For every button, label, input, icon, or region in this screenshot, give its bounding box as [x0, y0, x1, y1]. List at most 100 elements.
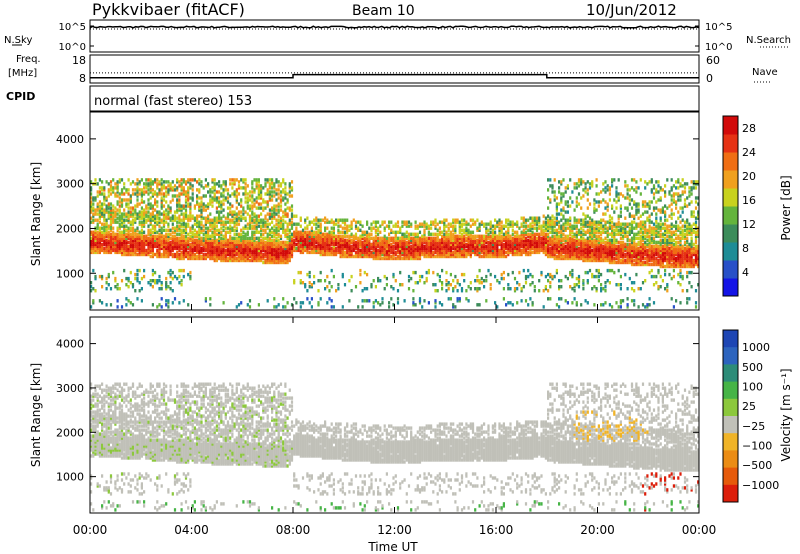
power-cell — [242, 254, 245, 259]
power-cell — [582, 248, 585, 253]
power-cell — [511, 228, 514, 232]
power-cell — [220, 230, 223, 234]
power-cell — [509, 301, 512, 305]
power-cell — [116, 244, 119, 249]
power-cell — [330, 236, 333, 240]
power-cell — [518, 242, 521, 247]
power-cell — [575, 240, 578, 245]
power-cell — [255, 230, 258, 234]
power-cell — [209, 212, 212, 216]
power-cell — [575, 232, 578, 236]
power-cell — [138, 289, 141, 293]
power-cell — [403, 232, 406, 236]
power-cell — [105, 238, 108, 242]
power-cell — [282, 250, 285, 255]
power-cell — [244, 192, 247, 196]
power-cell — [368, 254, 371, 259]
power-cell — [116, 228, 119, 232]
power-cell — [231, 252, 234, 257]
power-cell — [544, 250, 547, 255]
power-cell — [213, 228, 216, 232]
power-cell — [96, 224, 99, 228]
power-cell — [257, 192, 260, 196]
power-cell — [131, 180, 135, 184]
power-cell — [443, 240, 446, 245]
power-cell — [220, 246, 223, 251]
power-cell — [233, 178, 236, 182]
power-cell — [275, 250, 278, 255]
power-cell — [555, 303, 558, 307]
power-cell — [284, 190, 287, 194]
power-cell — [363, 230, 366, 234]
power-cell — [248, 206, 252, 210]
power-cell — [282, 196, 285, 200]
power-cell — [427, 270, 430, 275]
power-cell — [430, 236, 433, 240]
power-cell — [90, 305, 93, 309]
power-cell — [105, 180, 108, 184]
power-cell — [518, 250, 521, 255]
power-cell — [436, 238, 439, 242]
power-cell — [390, 297, 393, 301]
power-cell — [310, 228, 313, 232]
power-cell — [237, 246, 241, 251]
power-cell — [105, 222, 108, 226]
power-cell — [575, 224, 578, 228]
power-cell — [279, 254, 283, 259]
power-cell — [109, 222, 113, 226]
power-cell — [485, 274, 488, 279]
power-cell — [279, 194, 283, 198]
power-cell — [295, 234, 298, 238]
power-cell — [257, 244, 260, 249]
power-cell — [551, 240, 554, 245]
power-cell — [156, 240, 159, 245]
power-cell — [198, 196, 201, 200]
power-cell — [593, 248, 596, 253]
power-cell — [229, 250, 232, 255]
power-cell — [392, 230, 395, 234]
power-cell — [600, 226, 603, 230]
power-cell — [105, 246, 108, 251]
power-cell — [434, 218, 437, 222]
power-cell — [430, 242, 433, 247]
power-cell — [542, 305, 545, 309]
power-cell — [266, 202, 269, 206]
power-cell — [573, 242, 576, 247]
power-cell — [187, 252, 190, 257]
power-cell — [595, 248, 598, 253]
power-cell — [549, 242, 552, 247]
power-cell — [558, 287, 561, 291]
power-cell — [147, 228, 150, 232]
power-cell — [388, 256, 391, 261]
power-cell — [374, 299, 377, 303]
power-cell — [478, 226, 481, 230]
power-cell — [418, 248, 422, 253]
power-cell — [145, 214, 148, 218]
power-cell — [251, 220, 254, 224]
power-cell — [544, 234, 547, 238]
power-cell — [299, 270, 302, 275]
power-cell — [427, 250, 430, 255]
power-cell — [418, 301, 422, 305]
power-cell — [308, 285, 311, 289]
power-cell — [284, 248, 287, 253]
power-cell — [580, 240, 583, 245]
power-cell — [131, 226, 135, 230]
power-cell — [447, 234, 450, 238]
power-cell — [147, 236, 150, 240]
power-cell — [129, 250, 132, 255]
power-cell — [211, 248, 214, 253]
power-cell — [577, 238, 581, 242]
power-cell — [94, 232, 97, 236]
power-cell — [116, 184, 119, 188]
power-cell — [297, 248, 300, 253]
power-cell — [575, 252, 578, 257]
power-cell — [319, 218, 322, 222]
power-cell — [293, 214, 296, 218]
power-cell — [474, 234, 477, 238]
power-cell — [233, 228, 236, 232]
power-cell — [498, 232, 501, 236]
power-cell — [401, 252, 404, 257]
power-cell — [357, 228, 360, 232]
power-cell — [560, 238, 563, 242]
